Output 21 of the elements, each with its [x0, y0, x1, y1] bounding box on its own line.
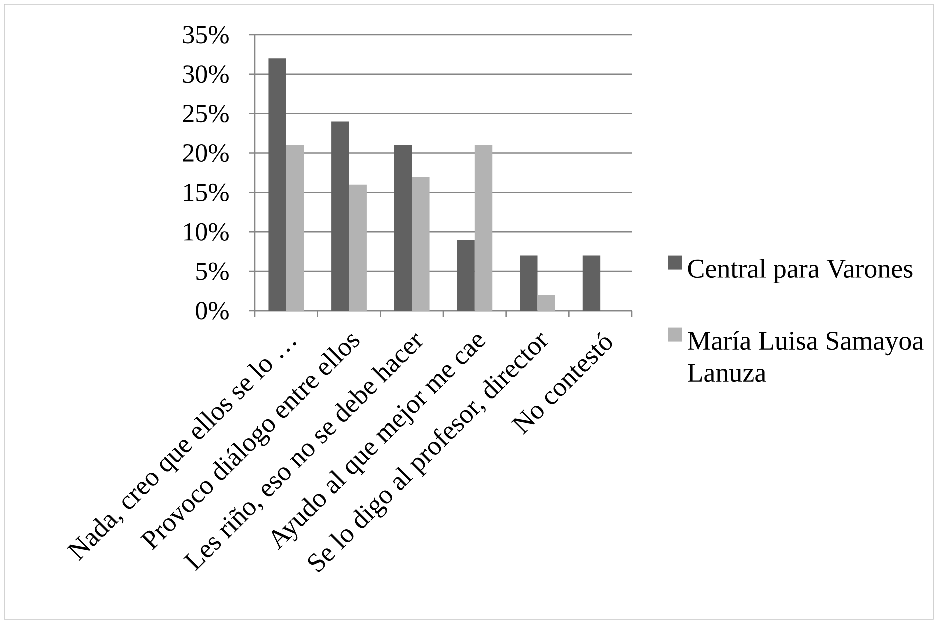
bar	[349, 184, 367, 311]
y-tick-label: 30%	[183, 66, 229, 84]
y-tick-label: 5%	[196, 262, 229, 280]
bar	[286, 145, 304, 311]
bar	[457, 240, 475, 311]
bar	[412, 176, 430, 311]
y-tick-label: 35%	[183, 26, 229, 44]
bar	[332, 122, 350, 311]
bar	[520, 256, 538, 311]
y-tick-label: 0%	[196, 302, 229, 320]
y-tick-label: 15%	[184, 184, 229, 202]
bar	[394, 145, 412, 311]
bar	[582, 256, 601, 311]
legend-label: Central para Varones	[688, 259, 913, 284]
bar	[474, 145, 493, 311]
y-tick-label: 25%	[183, 105, 229, 123]
y-tick-label: 10%	[184, 223, 229, 241]
legend-label: María Luisa Samayoa Lanuza	[688, 331, 924, 382]
bar	[538, 295, 556, 311]
y-tick-label: 20%	[183, 144, 229, 162]
bar	[268, 58, 286, 311]
